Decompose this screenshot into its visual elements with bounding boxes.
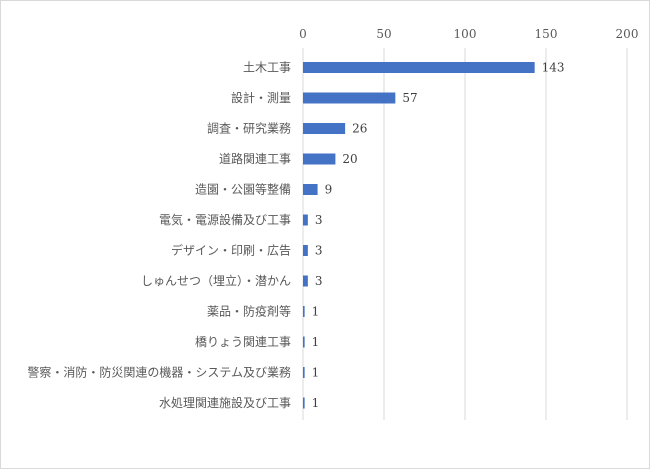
category-label: 橋りょう関連工事 bbox=[195, 335, 291, 349]
data-label: 1 bbox=[312, 335, 320, 349]
data-label: 1 bbox=[312, 305, 320, 319]
category-labels: 土木工事設計・測量調査・研究業務道路関連工事造園・公園等整備電気・電源設備及び工… bbox=[27, 61, 291, 411]
data-label: 3 bbox=[315, 244, 323, 258]
data-label: 1 bbox=[312, 396, 320, 410]
category-label: 造園・公園等整備 bbox=[195, 182, 291, 197]
tick-label-200: 200 bbox=[616, 27, 639, 41]
bar bbox=[303, 62, 535, 73]
category-label: 道路関連工事 bbox=[219, 151, 291, 166]
data-label: 9 bbox=[325, 183, 333, 197]
tick-label-100: 100 bbox=[454, 27, 477, 41]
data-label: 1 bbox=[312, 366, 320, 380]
category-label: 薬品・防疫剤等 bbox=[207, 304, 291, 319]
tick-label-150: 150 bbox=[535, 27, 558, 41]
category-label: 設計・測量 bbox=[231, 90, 291, 105]
x-axis-tick-labels: 0 50 100 150 200 bbox=[299, 27, 638, 41]
data-label: 3 bbox=[315, 274, 323, 288]
category-label: 調査・研究業務 bbox=[207, 121, 291, 136]
bar bbox=[303, 214, 308, 226]
data-labels: 143 57 26 20 9 3 3 3 1 1 1 1 bbox=[312, 61, 565, 411]
bar bbox=[303, 306, 305, 317]
bar bbox=[303, 336, 305, 348]
bar bbox=[303, 153, 336, 165]
bar bbox=[303, 367, 305, 378]
tick-label-50: 50 bbox=[376, 27, 391, 41]
data-label: 57 bbox=[402, 91, 417, 105]
data-label: 20 bbox=[342, 152, 357, 166]
bar bbox=[303, 92, 396, 104]
category-label: 水処理関連施設及び工事 bbox=[159, 395, 291, 410]
data-label: 143 bbox=[542, 61, 565, 75]
bars bbox=[303, 62, 535, 409]
tick-label-0: 0 bbox=[299, 27, 307, 41]
gridlines bbox=[302, 48, 628, 420]
category-label: 警察・消防・防災関連の機器・システム及び業務 bbox=[27, 365, 291, 380]
category-label: デザイン・印刷・広告 bbox=[171, 243, 291, 258]
bar bbox=[303, 123, 346, 134]
data-label: 3 bbox=[315, 213, 323, 227]
category-label: 電気・電源設備及び工事 bbox=[159, 212, 291, 227]
bar bbox=[303, 397, 305, 409]
category-label: しゅんせつ（埋立）・潜かん bbox=[141, 273, 291, 288]
data-label: 26 bbox=[352, 122, 367, 136]
bar bbox=[303, 275, 308, 287]
bar bbox=[303, 245, 308, 256]
category-label: 土木工事 bbox=[243, 61, 291, 75]
bar bbox=[303, 184, 318, 195]
